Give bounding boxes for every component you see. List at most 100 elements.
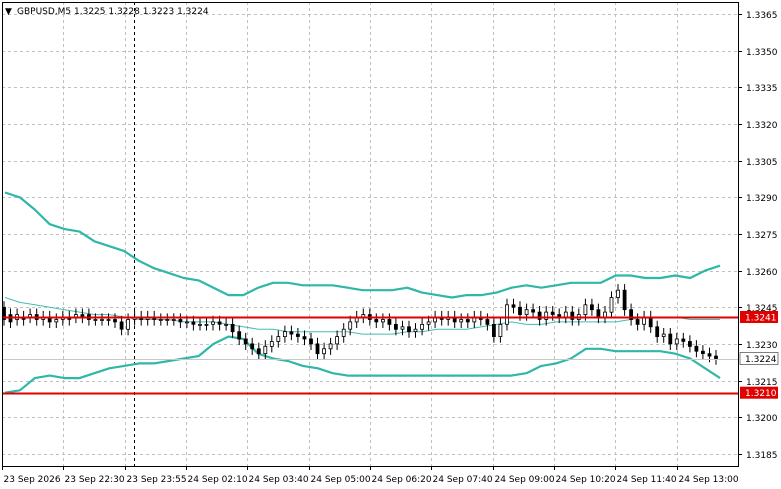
y-tick-label: 1.3260 <box>746 268 778 278</box>
candle-body-bull <box>661 333 666 337</box>
grid <box>2 2 738 466</box>
candle-body-bull <box>54 319 59 323</box>
candle-body-bull <box>171 319 176 321</box>
level-label: 1.3210 <box>745 389 777 399</box>
candle-body-bear <box>570 311 575 320</box>
candle-body-bull <box>335 336 340 345</box>
candle-body-bear <box>393 323 398 330</box>
candle-body-bull <box>348 321 353 330</box>
candle-body-bull <box>328 343 333 350</box>
level-badge <box>740 386 778 399</box>
candle-body-bear <box>550 311 555 315</box>
y-tick-label: 1.3275 <box>746 231 778 241</box>
candle-body-bear <box>243 338 248 345</box>
candle-body-bear <box>250 343 255 350</box>
y-tick-label: 1.3365 <box>746 11 778 21</box>
x-tick-label: 24 Sep 03:40 <box>249 475 309 485</box>
x-tick-label: 24 Sep 06:20 <box>372 475 432 485</box>
chart-header: ▼ GBPUSD,M5 1.3225 1.3228 1.3223 1.3224 <box>5 7 209 17</box>
candle-body-bear <box>694 345 699 352</box>
lower-band-line <box>4 335 721 394</box>
candle-body-bull <box>269 341 274 347</box>
candle-body-bull <box>263 345 268 354</box>
candle-body-bear <box>295 333 300 337</box>
y-tick-label: 1.3215 <box>746 378 778 388</box>
candle-body-bull <box>380 319 385 323</box>
x-tick-label: 24 Sep 07:40 <box>433 475 493 485</box>
horizontal-levels <box>2 316 738 395</box>
price-axis: 1.3365 1.3350 1.3335 1.3320 1.3305 1.3290 1.32… <box>738 11 779 461</box>
candle-body-bear <box>485 319 490 325</box>
candle-body-bull <box>204 323 209 326</box>
candle-body-bear <box>230 323 235 333</box>
candle-body-bear <box>217 321 222 325</box>
candle-body-bull <box>498 323 503 337</box>
y-tick-label: 1.3230 <box>746 341 778 351</box>
time-axis: 23 Sep 2026 23 Sep 22:30 23 Sep 23:55 24 Se… <box>2 466 739 485</box>
x-tick-label: 24 Sep 05:00 <box>311 475 371 485</box>
candle-body-bull <box>93 319 98 321</box>
y-tick-label: 1.3200 <box>746 414 778 424</box>
candle-body-bear <box>668 333 673 345</box>
candle-body-bull <box>158 319 163 321</box>
candle-body-bear <box>688 341 692 347</box>
candle-body-bear <box>387 319 392 325</box>
x-tick-label: 24 Sep 10:20 <box>556 475 616 485</box>
symbol-ohlc-title: GBPUSD,M5 1.3225 1.3228 1.3223 1.3224 <box>17 7 209 17</box>
candle-body-bull <box>100 319 104 321</box>
candle-body-bull <box>459 319 464 323</box>
candle-body-bear <box>531 309 535 313</box>
candle-body-bull <box>413 328 418 333</box>
level-label: 1.3241 <box>745 314 777 324</box>
candle-body-bear <box>178 319 183 323</box>
candle-body-bear <box>407 326 411 333</box>
current-price-badge <box>739 352 779 365</box>
y-tick-label: 1.3335 <box>746 84 778 94</box>
candle-body-bull <box>184 321 189 324</box>
candle-body-bear <box>714 355 718 359</box>
candle-body-bull <box>282 331 287 338</box>
candle-body-bear <box>256 348 261 355</box>
candle-body-bull <box>674 338 679 345</box>
candle-body-bull <box>505 304 509 325</box>
y-tick-label: 1.3245 <box>746 304 778 314</box>
y-tick-label: 1.3350 <box>746 48 778 58</box>
candle-body-bear <box>629 309 633 320</box>
candle-body-bear <box>119 321 124 330</box>
candle-body-bear <box>237 331 242 340</box>
y-tick-label: 1.3185 <box>746 451 778 461</box>
x-tick-label: 23 Sep 22:30 <box>65 475 125 485</box>
candle-body-bear <box>289 331 294 335</box>
candle-body-bull <box>322 348 327 355</box>
candle-body-bear <box>191 321 196 325</box>
x-tick-label: 24 Sep 09:00 <box>495 475 555 485</box>
header-arrow-icon[interactable]: ▼ <box>5 7 12 17</box>
x-tick-label: 24 Sep 02:10 <box>188 475 248 485</box>
candle-body-bull <box>211 321 215 325</box>
x-tick-label: 24 Sep 11:40 <box>617 475 677 485</box>
candle-body-bear <box>374 319 379 323</box>
candle-body-bear <box>511 304 516 308</box>
candle-body-bull <box>224 323 229 326</box>
candle-body-bear <box>635 319 640 325</box>
y-tick-label: 1.3290 <box>746 194 778 204</box>
level-badge <box>740 311 778 323</box>
upper-band-line <box>4 191 721 299</box>
x-tick-label: 23 Sep 2026 <box>4 475 61 485</box>
candle-body-bear <box>701 350 705 355</box>
candle-body-bull <box>420 323 425 330</box>
candle-body-bear <box>596 309 601 318</box>
candle-body-bear <box>655 326 660 337</box>
candle-body-bear <box>315 343 320 355</box>
candle-body-bear <box>590 304 594 311</box>
candle-body-bear <box>309 338 313 345</box>
candle-body-bull <box>276 336 281 342</box>
candle-body-bull <box>106 319 111 321</box>
candle-body-bear <box>491 323 496 337</box>
candle-body-bear <box>537 311 542 320</box>
candle-body-bull <box>563 311 568 318</box>
candle-body-bear <box>302 336 307 340</box>
candle-body-bull <box>583 304 588 315</box>
